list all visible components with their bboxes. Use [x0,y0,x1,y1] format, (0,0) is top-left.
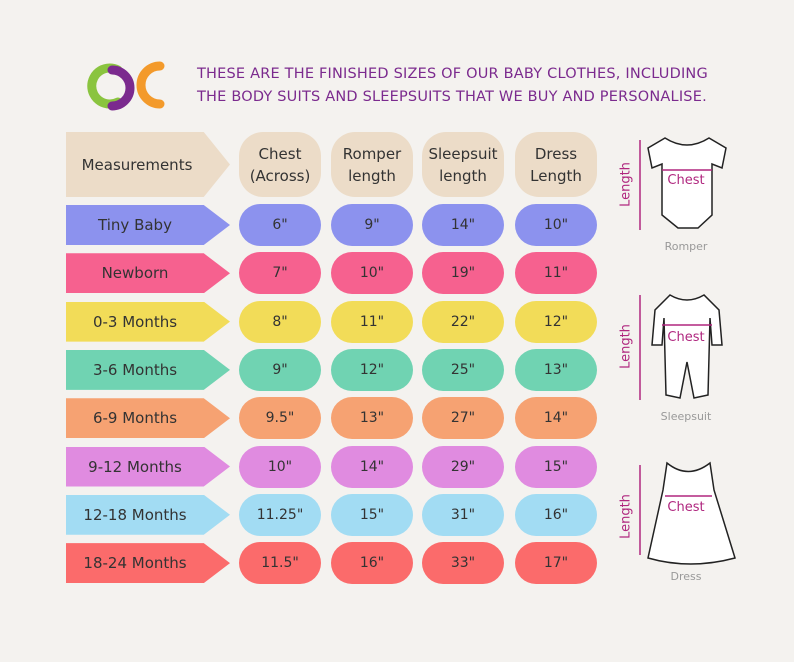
logo [87,61,165,111]
size-cell: 12" [331,348,413,391]
size-cell: 6" [239,204,321,246]
size-cell: 11.5" [239,542,321,585]
size-cell: 16" [515,493,597,536]
size-cell: 9" [239,348,321,391]
size-cell: 15" [515,445,597,488]
row-label: 9-12 Months [66,446,230,487]
size-cell: 22" [422,300,504,343]
length-label: Length [618,494,634,539]
size-cell: 8" [239,300,321,343]
size-cell: 10" [515,204,597,246]
size-cell: 11.25" [239,493,321,536]
size-cell: 11" [331,300,413,343]
size-cell: 12" [515,300,597,343]
row-label: Tiny Baby [66,205,230,245]
size-cell: 17" [515,542,597,585]
size-cell: 25" [422,348,504,391]
size-cell: 14" [422,204,504,246]
chest-label: Chest [667,500,705,515]
size-cell: 10" [331,252,413,295]
size-cell: 33" [422,542,504,585]
size-cell: 14" [515,397,597,440]
title-line: THE BODY SUITS AND SLEEPSUITS THAT WE BU… [197,89,707,105]
size-cell: 9.5" [239,397,321,440]
header-cell: Romper length [331,132,413,197]
row-label: 3-6 Months [66,349,230,390]
size-cell: 9" [331,204,413,246]
size-cell: 13" [515,348,597,391]
row-label: Newborn [66,253,230,294]
size-cell: 13" [331,397,413,440]
row-label: 12-18 Months [66,494,230,535]
garment-name: Sleepsuit [660,410,712,423]
size-cell: 29" [422,445,504,488]
header-cell: Chest (Across) [239,132,321,197]
row-label: 0-3 Months [66,301,230,342]
title-line: THESE ARE THE FINISHED SIZES OF OUR BABY… [197,66,708,82]
measure-lines [639,140,712,555]
size-cell: 16" [331,542,413,585]
header-arrow: Measurements [66,132,230,197]
size-cell: 14" [331,445,413,488]
size-cell: 31" [422,493,504,536]
row-label: 6-9 Months [66,398,230,439]
size-cell: 10" [239,445,321,488]
size-cell: 27" [422,397,504,440]
garment-name: Romper [664,240,708,253]
header-cell: Dress Length [515,132,597,197]
size-cell: 11" [515,252,597,295]
length-label: Length [618,324,634,369]
row-label: 18-24 Months [66,543,230,584]
header-cell: Sleepsuit length [422,132,504,197]
size-cell: 19" [422,252,504,295]
garment-icons [647,137,736,565]
length-label: Length [618,162,634,207]
size-cell: 7" [239,252,321,295]
size-cell: 15" [331,493,413,536]
chest-label: Chest [667,330,705,345]
garment-name: Dress [670,570,702,583]
chest-label: Chest [667,173,705,188]
